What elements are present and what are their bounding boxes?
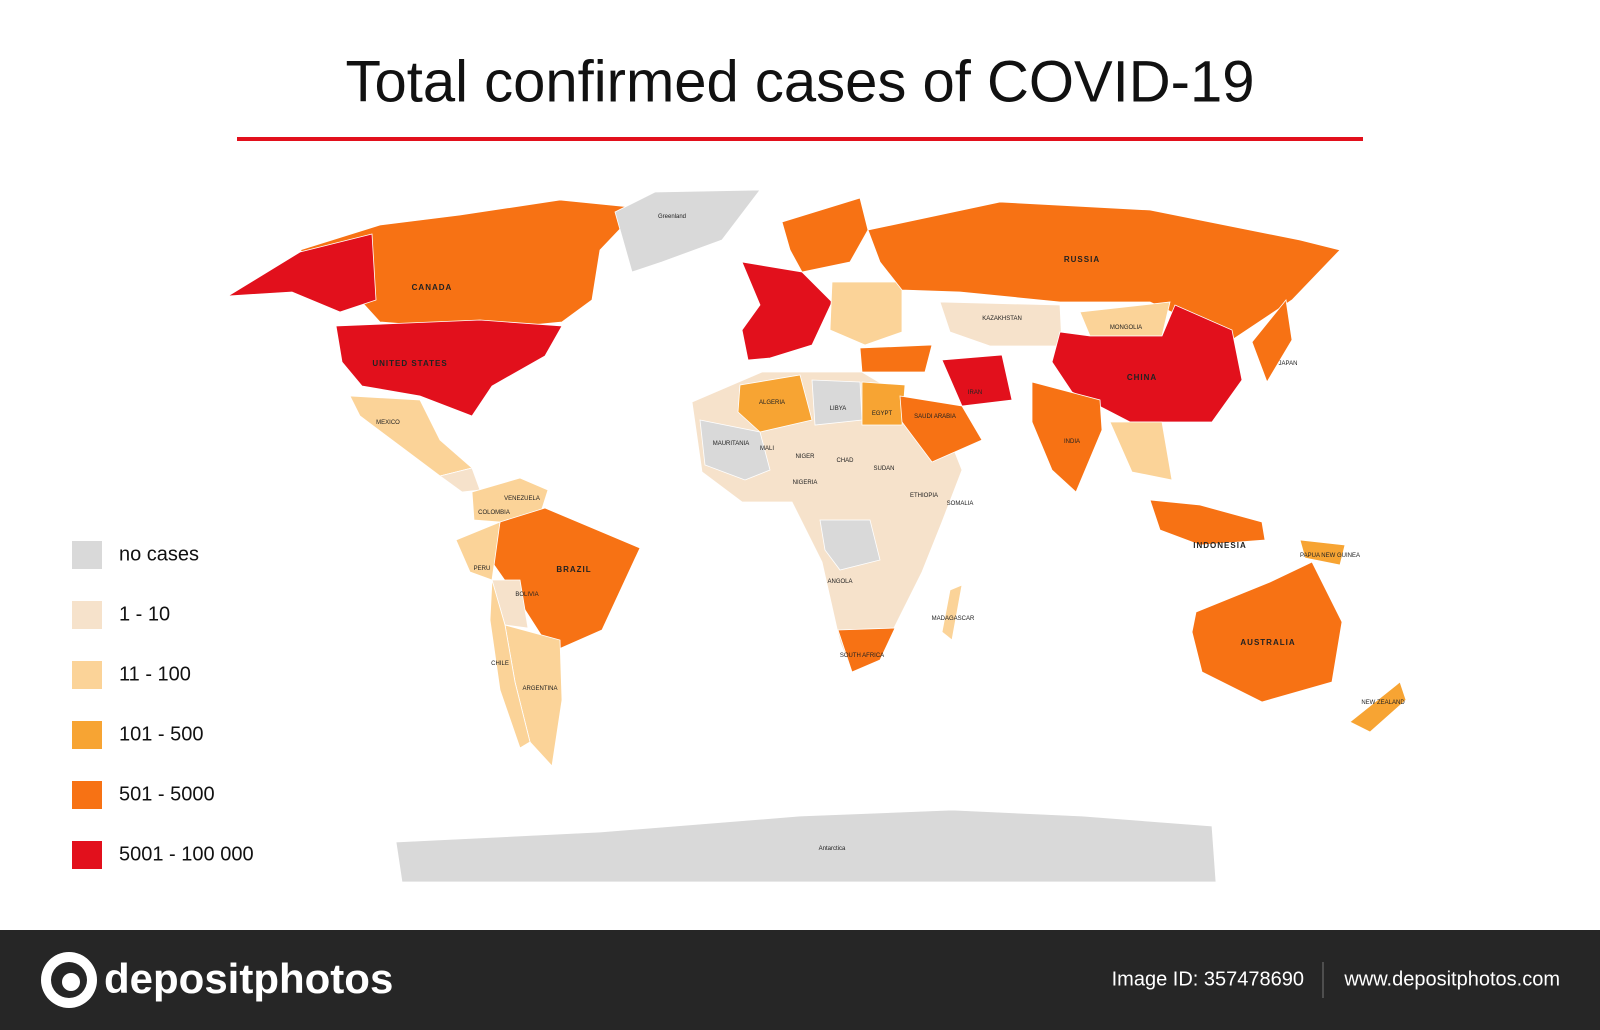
- map-label: ALGERIA: [759, 400, 785, 406]
- map-label: MALI: [760, 446, 774, 452]
- map-label: VENEZUELA: [504, 496, 540, 502]
- legend-swatch: [72, 661, 102, 689]
- logo-icon-dot: [62, 973, 80, 991]
- country: [859, 344, 933, 373]
- map-label: CHAD: [836, 458, 854, 464]
- map-label: SAUDI ARABIA: [914, 414, 956, 420]
- map-label: EGYPT: [872, 411, 893, 417]
- map-label: BRAZIL: [556, 565, 591, 574]
- map-label: UNITED STATES: [372, 359, 447, 368]
- country: [1251, 299, 1293, 383]
- country: [489, 579, 531, 749]
- map-label: ANGOLA: [827, 579, 852, 585]
- legend-swatch: [72, 781, 102, 809]
- map-label: MEXICO: [376, 420, 400, 426]
- map-label: CANADA: [412, 283, 453, 292]
- legend-label: no cases: [119, 543, 199, 565]
- legend-swatch: [72, 601, 102, 629]
- map-label: INDIA: [1064, 439, 1080, 445]
- map-label: SOMALIA: [947, 501, 974, 507]
- country: [941, 354, 1013, 407]
- footer-brand: depositphotos: [104, 955, 393, 1002]
- country: [299, 199, 641, 331]
- map-label: MONGOLIA: [1110, 325, 1142, 331]
- country: [941, 584, 963, 641]
- country: [819, 519, 881, 571]
- legend-swatch: [72, 541, 102, 569]
- map-label: MADAGASCAR: [932, 616, 975, 622]
- map-label: JAPAN: [1279, 361, 1298, 367]
- legend: no cases 1 - 10 11 - 100 101 - 500 501 - 500…: [72, 541, 254, 869]
- map-label: BOLIVIA: [515, 592, 538, 598]
- map-label: NEW ZEALAND: [1361, 700, 1405, 706]
- map-label: MAURITANIA: [713, 441, 750, 447]
- country: [781, 197, 869, 273]
- country: [811, 379, 863, 426]
- map-label: NIGERIA: [793, 480, 818, 486]
- country: [861, 381, 906, 426]
- map-label: Antarctica: [819, 846, 846, 852]
- legend-label: 101 - 500: [119, 723, 204, 745]
- footer-url: www.depositphotos.com: [1343, 968, 1560, 990]
- map-label: CHILE: [491, 661, 509, 667]
- map-label: IRAN: [968, 390, 982, 396]
- country: [1149, 499, 1266, 546]
- legend-label: 5001 - 100 000: [119, 843, 254, 865]
- footer-bar: [0, 930, 1600, 1030]
- map: CANADA UNITED STATES MEXICO Greenland CO…: [227, 189, 1407, 883]
- legend-swatch: [72, 841, 102, 869]
- map-label: ETHIOPIA: [910, 493, 938, 499]
- country: [1051, 304, 1243, 423]
- map-label: COLOMBIA: [478, 510, 510, 516]
- country: [1031, 381, 1103, 493]
- country: [939, 301, 1063, 347]
- country: [395, 809, 1217, 883]
- map-label: PERU: [474, 566, 491, 572]
- map-label: INDONESIA: [1193, 541, 1246, 550]
- country: [1191, 561, 1343, 703]
- country: [491, 507, 641, 653]
- country: [1109, 421, 1173, 481]
- map-label: PAPUA NEW GUINEA: [1300, 553, 1360, 559]
- country: [829, 281, 903, 346]
- country: [227, 233, 377, 313]
- title: Total confirmed cases of COVID-19: [345, 49, 1254, 114]
- legend-label: 1 - 10: [119, 603, 170, 625]
- country: [614, 189, 761, 273]
- country: [737, 374, 813, 433]
- legend-label: 11 - 100: [119, 663, 191, 685]
- map-label: ARGENTINA: [522, 686, 557, 692]
- map-label: SUDAN: [873, 466, 894, 472]
- map-label: CHINA: [1127, 373, 1157, 382]
- country: [335, 319, 563, 417]
- map-label: Greenland: [658, 214, 686, 220]
- legend-label: 501 - 5000: [119, 783, 215, 805]
- country: [1299, 539, 1346, 566]
- map-label: AUSTRALIA: [1240, 638, 1295, 647]
- map-label: SOUTH AFRICA: [840, 653, 884, 659]
- footer: depositphotos Image ID: 357478690 www.de…: [0, 930, 1600, 1030]
- footer-image-id: Image ID: 357478690: [1112, 968, 1304, 990]
- country: [837, 627, 896, 673]
- country: [1349, 681, 1407, 733]
- map-label: RUSSIA: [1064, 255, 1100, 264]
- map-label: NIGER: [795, 454, 815, 460]
- country: [741, 261, 833, 361]
- country: [899, 395, 983, 463]
- map-label: LIBYA: [830, 406, 847, 412]
- country: [699, 419, 771, 481]
- legend-swatch: [72, 721, 102, 749]
- map-label: KAZAKHSTAN: [982, 316, 1022, 322]
